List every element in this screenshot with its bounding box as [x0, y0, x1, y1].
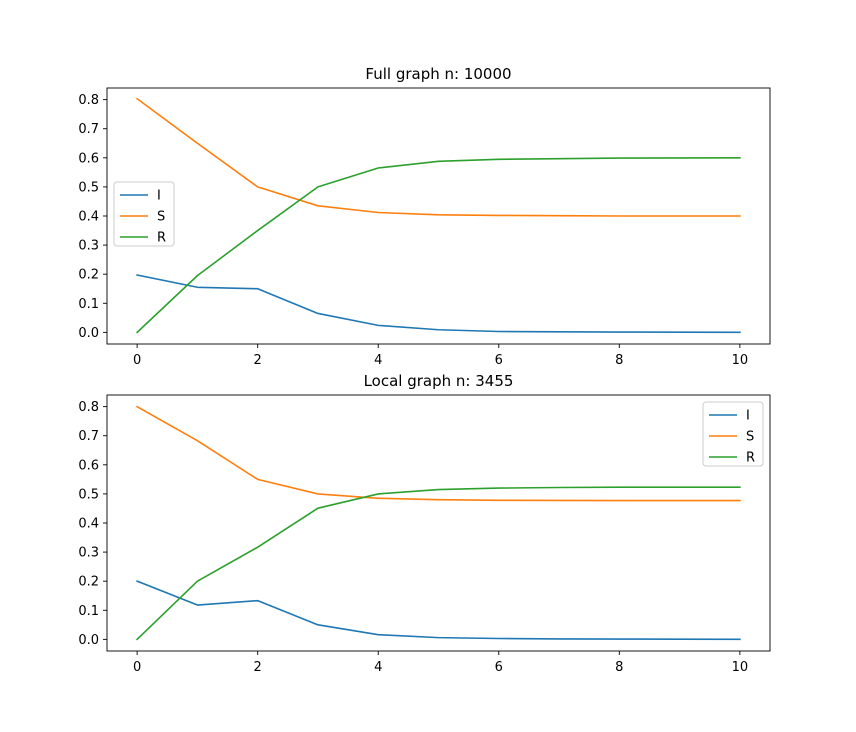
y-tick-label: 0.5 — [78, 180, 99, 195]
x-tick-label: 8 — [615, 353, 623, 368]
x-tick-label: 8 — [615, 660, 623, 675]
x-tick-label: 4 — [374, 353, 382, 368]
x-tick-label: 0 — [133, 660, 141, 675]
y-tick-label: 0.7 — [78, 122, 99, 137]
chart-title: Local graph n: 3455 — [364, 372, 514, 390]
legend-box — [702, 401, 764, 467]
chart-2: Local graph n: 3455 0 2 4 6 8 10 0.0 0.1 0.2 0.3 0.… — [78, 372, 771, 675]
series-line-R — [136, 486, 741, 641]
y-tick-label: 0.0 — [78, 326, 99, 341]
y-tick-label: 0.1 — [78, 297, 99, 312]
legend: ISR — [113, 181, 175, 247]
y-tick-label: 0.4 — [78, 210, 99, 225]
x-tick-label: 0 — [133, 353, 141, 368]
y-tick-label: 0.2 — [78, 268, 99, 283]
y-tick-label: 0.5 — [78, 487, 99, 502]
x-tick-label: 2 — [254, 660, 262, 675]
x-tick-label: 6 — [495, 353, 503, 368]
axes-frame — [106, 394, 771, 652]
chart-title: Full graph n: 10000 — [365, 65, 511, 83]
y-tick-label: 0.7 — [78, 429, 99, 444]
x-tick-label: 10 — [732, 660, 749, 675]
legend-label: R — [746, 451, 755, 466]
legend-label: S — [157, 210, 165, 225]
y-tick-label: 0.0 — [78, 633, 99, 648]
y-tick-label: 0.6 — [78, 458, 99, 473]
axes-frame — [106, 87, 771, 345]
legend-box — [113, 181, 175, 247]
series-line-I — [136, 274, 741, 334]
x-tick-label: 4 — [374, 660, 382, 675]
x-tick-label: 2 — [254, 353, 262, 368]
legend-label: R — [157, 231, 166, 246]
series-line-S — [136, 405, 741, 502]
x-tick-label: 10 — [732, 353, 749, 368]
chart-1: Full graph n: 10000 0 2 4 6 8 10 0.0 0.1 0.2 0.3 0.… — [78, 65, 771, 368]
legend-label: S — [746, 430, 754, 445]
y-tick-label: 0.8 — [78, 93, 99, 108]
legend: ISR — [702, 401, 764, 467]
y-tick-label: 0.1 — [78, 604, 99, 619]
series-line-I — [136, 580, 741, 641]
legend-label: I — [746, 409, 750, 424]
series-line-S — [136, 97, 741, 217]
y-tick-label: 0.8 — [78, 400, 99, 415]
series-line-R — [136, 157, 741, 334]
y-tick-label: 0.3 — [78, 239, 99, 254]
y-tick-label: 0.3 — [78, 546, 99, 561]
legend-label: I — [157, 189, 161, 204]
y-tick-label: 0.6 — [78, 151, 99, 166]
x-tick-label: 6 — [495, 660, 503, 675]
y-tick-label: 0.4 — [78, 517, 99, 532]
y-tick-label: 0.2 — [78, 575, 99, 590]
